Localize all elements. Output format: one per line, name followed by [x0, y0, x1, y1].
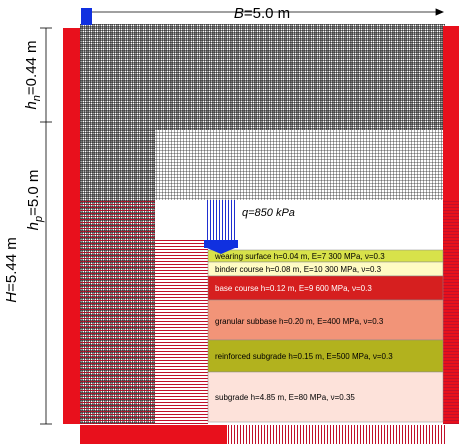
layer-label: base course h=0.12 m, E=9 600 MPa, ν=0.3	[215, 284, 372, 293]
top-height-label: hn=0.44 m	[23, 40, 43, 109]
total-height-label: H=5.44 m	[3, 237, 20, 302]
dimensions	[40, 8, 445, 425]
bottom-height-label: hp=5.0 m	[25, 170, 45, 231]
layer-label: binder course h=0.08 m, E=10 300 MPa, ν=…	[215, 265, 382, 274]
layer-label: reinforced subgrade h=0.15 m, E=500 MPa,…	[215, 352, 393, 361]
width-label: B=5.0 m	[234, 5, 290, 22]
boundaries	[63, 8, 459, 444]
layer-label: subgrade h=4.85 m, E=80 MPa, ν=0.35	[215, 393, 355, 402]
layer-label: wearing surface h=0.04 m, E=7 300 MPa, ν…	[214, 252, 385, 261]
load: q=850 kPa	[204, 200, 295, 254]
layers: wearing surface h=0.04 m, E=7 300 MPa, ν…	[207, 249, 444, 423]
load-label: q=850 kPa	[242, 207, 295, 219]
layer-label: granular subbase h=0.20 m, E=400 MPa, ν=…	[215, 317, 384, 326]
